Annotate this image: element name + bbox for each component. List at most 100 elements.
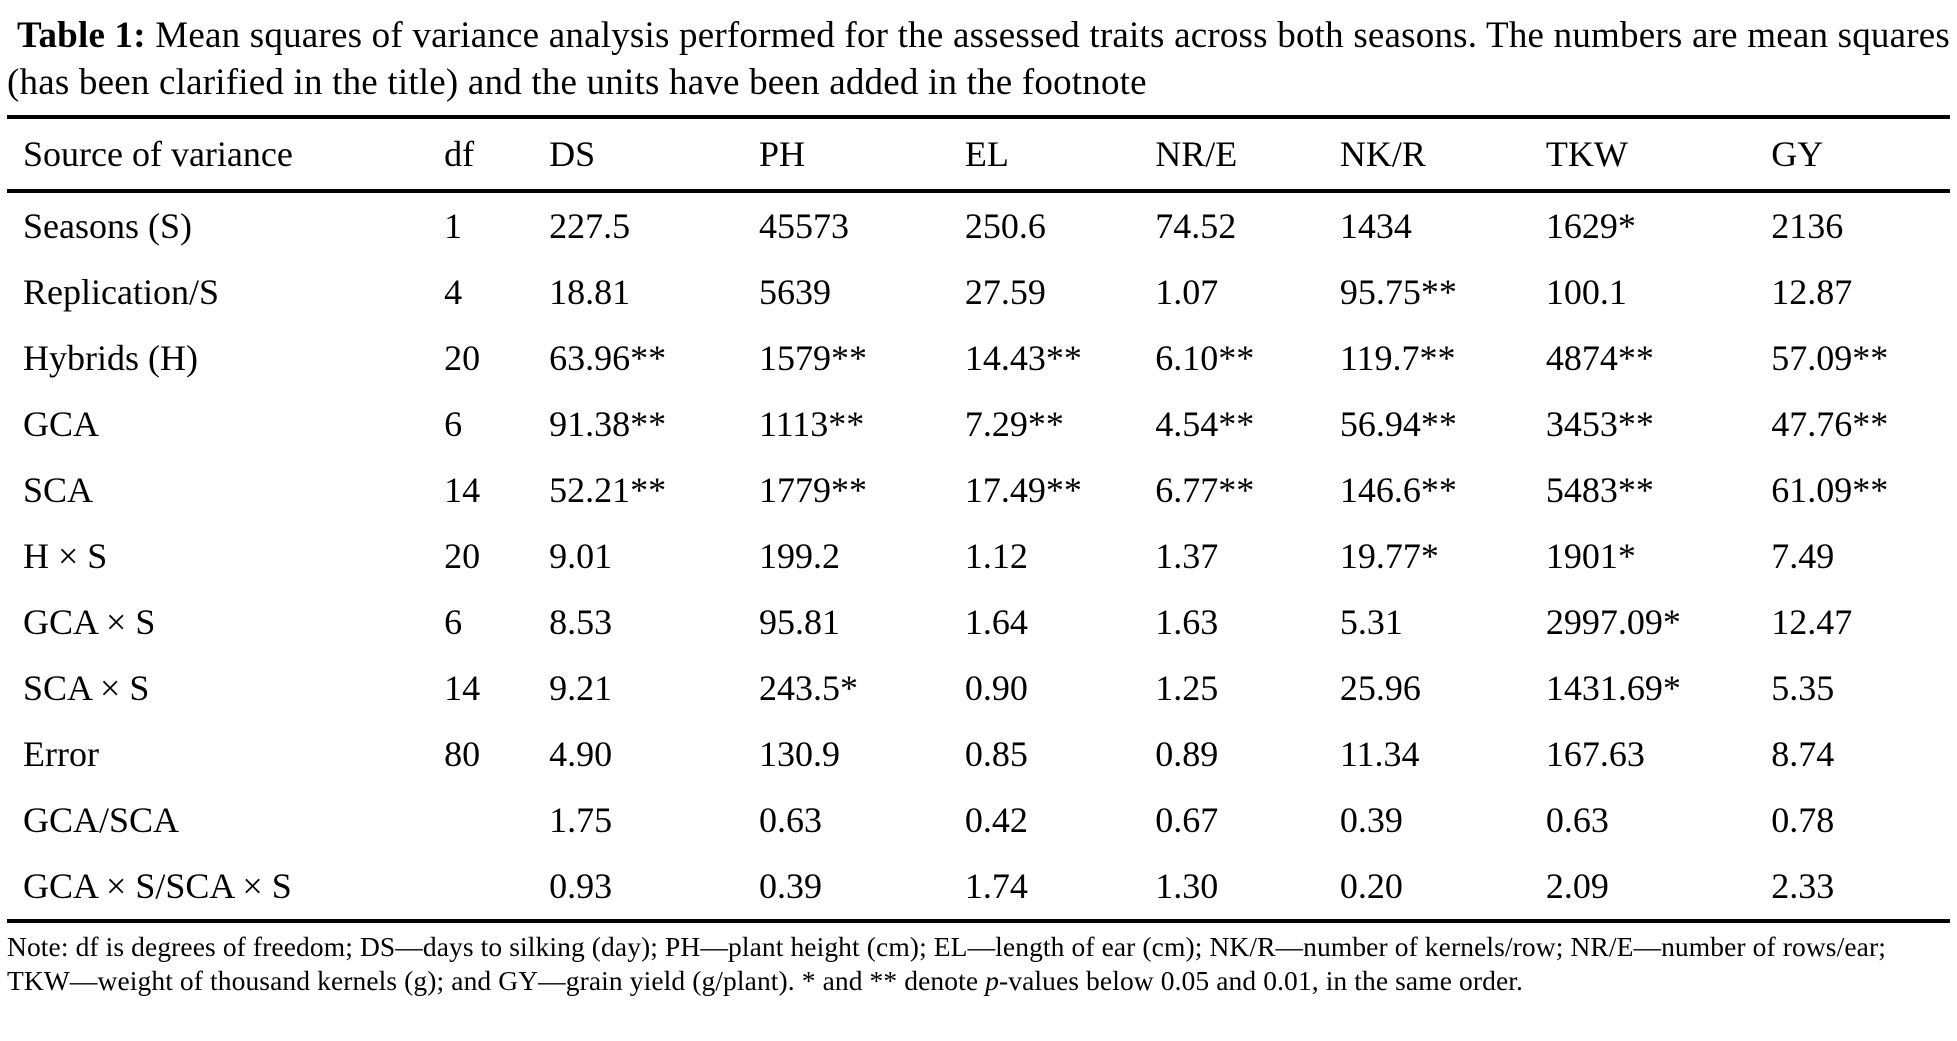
value-cell	[444, 853, 549, 921]
caption-text: Mean squares of variance analysis perfor…	[7, 15, 1951, 103]
column-header-gy: GY	[1771, 117, 1950, 193]
column-header-df: df	[444, 117, 550, 193]
value-cell: 5.35	[1771, 668, 1835, 708]
value-cell: 4.90	[549, 734, 613, 774]
value-cell: 0.93	[549, 866, 613, 906]
value-cell: 2997.09*	[1545, 602, 1681, 642]
row-label: GCA × S	[23, 602, 156, 642]
caption-label: Table 1:	[17, 15, 146, 56]
value-cell: 63.96**	[549, 338, 667, 378]
table-row: Error 80 4.90 130.9 0.85 0.89 11.34 167.…	[7, 721, 1950, 787]
value-cell: 7.29**	[964, 404, 1064, 444]
row-label: GCA/SCA	[23, 800, 180, 840]
value-cell: 11.34	[1339, 734, 1420, 774]
value-cell: 0.63	[1545, 800, 1609, 840]
column-header-source: Source of variance	[7, 117, 445, 193]
value-cell: 52.21**	[549, 470, 667, 510]
value-cell: 0.67	[1155, 800, 1219, 840]
value-cell: 1.30	[1155, 866, 1219, 906]
row-label: GCA × S/SCA × S	[23, 866, 292, 906]
value-cell: 18.81	[549, 272, 631, 312]
value-cell: 5639	[758, 272, 831, 312]
value-cell: 0.89	[1155, 734, 1219, 774]
value-cell: 25.96	[1339, 668, 1421, 708]
value-cell: 6	[444, 404, 463, 444]
value-cell: 6.10**	[1155, 338, 1255, 378]
value-cell: 9.01	[549, 536, 613, 576]
value-cell: 250.6	[964, 206, 1046, 246]
value-cell: 91.38**	[549, 404, 667, 444]
row-label: SCA × S	[23, 668, 150, 708]
value-cell: 167.63	[1545, 734, 1645, 774]
value-cell: 6	[444, 602, 463, 642]
value-cell: 4874**	[1545, 338, 1654, 378]
footnote-text-2: -values below 0.05 and 0.01, in the same…	[998, 965, 1523, 996]
footnote-text-1: Note: df is degrees of freedom; DS—days …	[7, 931, 1886, 996]
page: Table 1: Mean squares of variance analys…	[7, 6, 1950, 996]
value-cell: 1434	[1339, 206, 1412, 246]
value-cell: 0.39	[1339, 800, 1403, 840]
value-cell: 0.78	[1771, 800, 1835, 840]
value-cell: 2.09	[1545, 866, 1609, 906]
value-cell: 1.07	[1155, 272, 1219, 312]
value-cell: 243.5*	[758, 668, 858, 708]
value-cell: 95.81	[758, 602, 840, 642]
value-cell: 0.63	[758, 800, 822, 840]
value-cell: 1779**	[758, 470, 867, 510]
value-cell: 1.25	[1155, 668, 1219, 708]
value-cell: 14	[444, 470, 481, 510]
value-cell: 1113**	[758, 404, 865, 444]
value-cell: 8.74	[1771, 734, 1835, 774]
value-cell	[444, 787, 549, 853]
column-header-el: EL	[964, 117, 1156, 193]
value-cell: 6.77**	[1155, 470, 1255, 510]
table-row: GCA 6 91.38** 1113** 7.29** 4.54** 56.94…	[7, 391, 1950, 457]
value-cell: 2136	[1771, 206, 1844, 246]
value-cell: 3453**	[1545, 404, 1654, 444]
value-cell: 12.47	[1771, 602, 1853, 642]
value-cell: 1.74	[964, 866, 1028, 906]
value-cell: 19.77*	[1339, 536, 1439, 576]
value-cell: 4	[444, 272, 463, 312]
column-header-ph: PH	[758, 117, 965, 193]
row-label: Error	[23, 734, 99, 774]
value-cell: 1579**	[758, 338, 867, 378]
value-cell: 2.33	[1771, 866, 1835, 906]
value-cell: 20	[444, 536, 481, 576]
table-row: GCA/SCA 1.75 0.63 0.42 0.67 0.39 0.63 0.…	[7, 787, 1950, 853]
table-row: SCA × S 14 9.21 243.5* 0.90 1.25 25.96 1…	[7, 655, 1950, 721]
value-cell: 1	[444, 206, 463, 246]
table-row: Seasons (S) 1 227.5 45573 250.6 74.52 14…	[7, 191, 1950, 259]
value-cell: 0.39	[758, 866, 822, 906]
value-cell: 95.75**	[1339, 272, 1457, 312]
value-cell: 1629*	[1545, 206, 1636, 246]
value-cell: 17.49**	[964, 470, 1082, 510]
value-cell: 7.49	[1771, 536, 1835, 576]
value-cell: 100.1	[1545, 272, 1627, 312]
value-cell: 199.2	[758, 536, 840, 576]
table-row: GCA × S 6 8.53 95.81 1.64 1.63 5.31 2997…	[7, 589, 1950, 655]
value-cell: 1.75	[549, 800, 613, 840]
value-cell: 14	[444, 668, 481, 708]
value-cell: 227.5	[549, 206, 631, 246]
table-row: Hybrids (H) 20 63.96** 1579** 14.43** 6.…	[7, 325, 1950, 391]
value-cell: 119.7**	[1339, 338, 1456, 378]
value-cell: 5.31	[1339, 602, 1403, 642]
value-cell: 0.42	[964, 800, 1028, 840]
column-header-nkr: NK/R	[1339, 117, 1546, 193]
value-cell: 27.59	[964, 272, 1046, 312]
value-cell: 8.53	[549, 602, 613, 642]
row-label: Hybrids (H)	[23, 338, 198, 378]
table-row: Replication/S 4 18.81 5639 27.59 1.07 95…	[7, 259, 1950, 325]
column-header-tkw: TKW	[1545, 117, 1772, 193]
value-cell: 20	[444, 338, 481, 378]
value-cell: 1.63	[1155, 602, 1219, 642]
value-cell: 80	[444, 734, 481, 774]
anova-table: Source of variance df DS PH EL NR/E NK/R…	[7, 115, 1950, 923]
value-cell: 5483**	[1545, 470, 1654, 510]
row-label: Seasons (S)	[23, 206, 192, 246]
value-cell: 1901*	[1545, 536, 1636, 576]
value-cell: 0.20	[1339, 866, 1403, 906]
value-cell: 14.43**	[964, 338, 1082, 378]
table-caption: Table 1: Mean squares of variance analys…	[7, 6, 1950, 106]
